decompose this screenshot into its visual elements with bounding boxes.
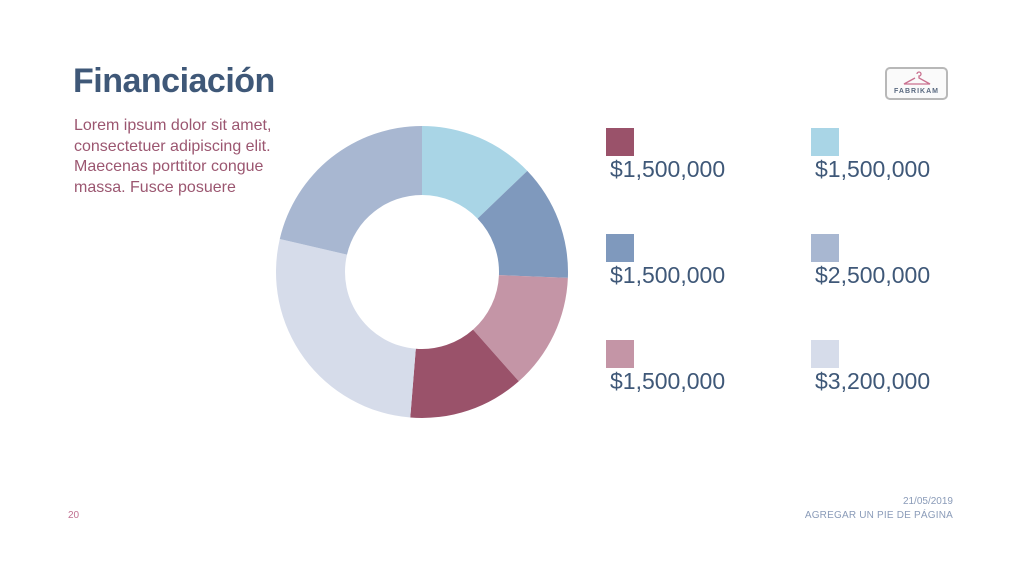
legend-swatch [606, 234, 634, 262]
legend-swatch [811, 128, 839, 156]
legend-item: $1,500,000 [606, 128, 746, 188]
donut-slice [279, 126, 422, 255]
legend-value: $1,500,000 [610, 262, 726, 288]
fabrikam-logo: FABRIKAM [885, 67, 948, 100]
body-text: Lorem ipsum dolor sit amet, consectetuer… [74, 117, 272, 196]
donut-slice [422, 126, 528, 219]
donut-slice [477, 170, 568, 278]
legend-item: $3,200,000 [811, 340, 951, 400]
donut-slice [410, 329, 519, 418]
legend-swatch [811, 234, 839, 262]
hanger-icon [903, 71, 931, 85]
donut-slice [276, 238, 416, 418]
donut-slice [473, 275, 568, 382]
legend-value: $1,500,000 [610, 368, 726, 394]
footer-text: AGREGAR UN PIE DE PÁGINA [804, 510, 953, 521]
footer-date: 21/05/2019 [902, 496, 953, 507]
logo-text: FABRIKAM [894, 88, 939, 95]
slide-title: Financiación [73, 62, 275, 100]
legend-value: $3,200,000 [815, 368, 931, 394]
legend-value: $1,500,000 [610, 156, 726, 182]
legend-value: $1,500,000 [815, 156, 931, 182]
legend-swatch [811, 340, 839, 368]
legend-item: $1,500,000 [811, 128, 951, 188]
legend-item: $1,500,000 [606, 340, 746, 400]
legend-item: $1,500,000 [606, 234, 746, 294]
donut-chart [276, 126, 568, 418]
legend-item: $2,500,000 [811, 234, 951, 294]
legend-value: $2,500,000 [815, 262, 931, 288]
legend-swatch [606, 340, 634, 368]
legend-swatch [606, 128, 634, 156]
page-number: 20 [68, 510, 80, 521]
